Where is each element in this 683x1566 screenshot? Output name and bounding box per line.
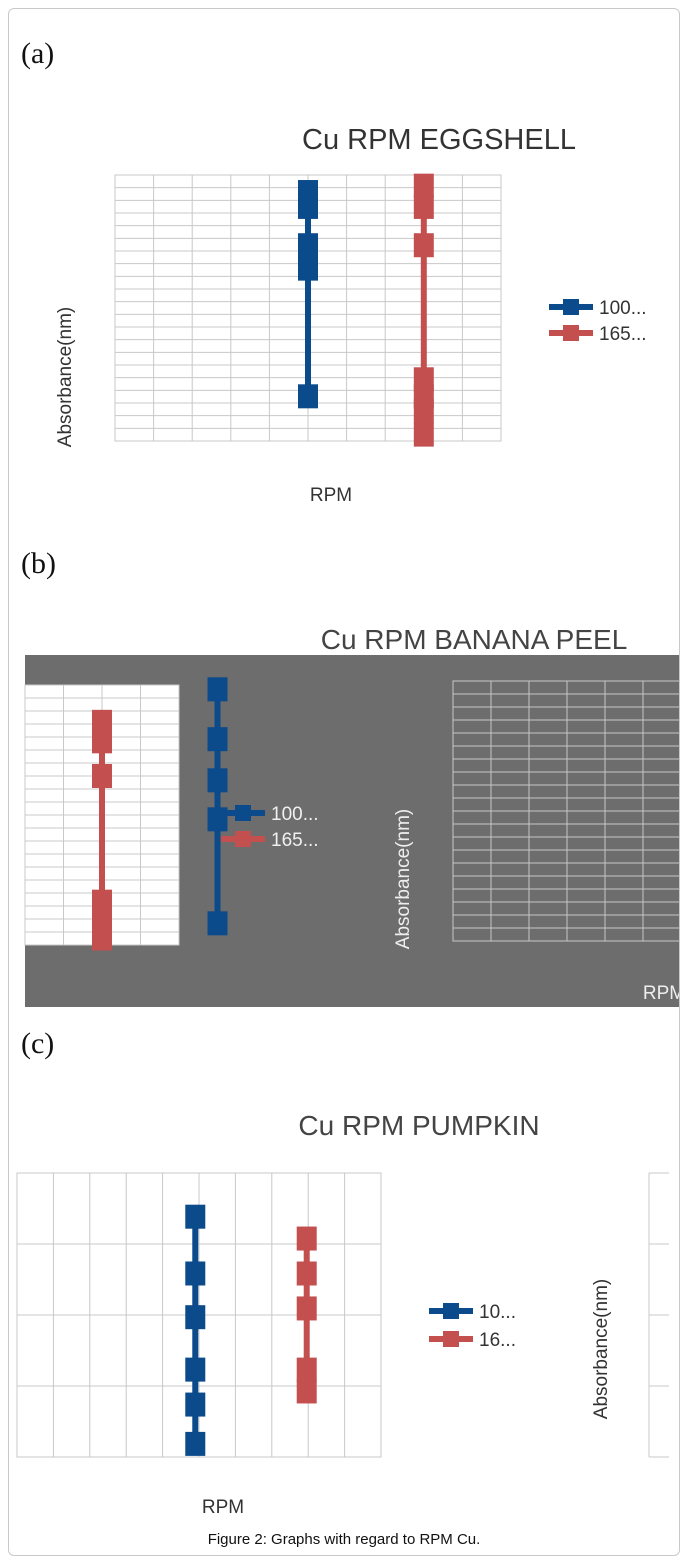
legend-label: 100... <box>599 298 647 319</box>
y-axis-label: Absorbance(nm) <box>55 307 76 447</box>
legend-label: 10... <box>479 1302 516 1323</box>
panel-label-c: (c) <box>21 1027 55 1060</box>
data-point <box>413 233 434 258</box>
data-point <box>92 889 112 914</box>
data-point <box>298 256 318 281</box>
chart-title: Cu RPM BANANA PEEL <box>321 624 628 655</box>
data-point <box>207 727 228 752</box>
panel-c: (c) Cu RPM PUMPKIN RPM Absorbance(nm) 10… <box>9 1009 679 1529</box>
x-axis-label: RPM <box>643 983 680 1004</box>
data-point <box>207 911 228 936</box>
data-point <box>185 1305 206 1330</box>
panel-b: (b) Cu RPM BANANA PEEL RPM Absorbance(nm… <box>9 529 679 1009</box>
y-axis-label: Absorbance(nm) <box>591 1279 612 1419</box>
y-axis-label: Absorbance(nm) <box>393 809 414 949</box>
legend-marker <box>443 1331 459 1347</box>
data-point <box>185 1204 206 1229</box>
data-point <box>298 180 318 205</box>
legend-marker <box>235 805 251 821</box>
data-point <box>298 384 318 409</box>
legend-label: 16... <box>479 1330 516 1351</box>
data-point <box>298 233 318 258</box>
chart-banana-peel: Cu RPM BANANA PEEL RPM Absorbance(nm) 10… <box>24 624 680 1007</box>
figure-caption: Figure 2: Graphs with regard to RPM Cu. <box>207 1531 481 1548</box>
chart-title: Cu RPM EGGSHELL <box>302 124 576 156</box>
panel-a: (a) Cu RPM EGGSHELL RPM Absorbance(nm) 1… <box>9 9 679 529</box>
legend-label: 100... <box>271 804 319 825</box>
data-point <box>92 764 112 788</box>
data-point <box>296 1379 317 1404</box>
data-point <box>413 194 434 219</box>
x-axis-label: RPM <box>202 1497 244 1518</box>
data-point <box>296 1261 317 1286</box>
legend-label: 165... <box>599 324 647 345</box>
legend-label: 165... <box>271 830 319 851</box>
data-point <box>207 768 228 793</box>
figure-frame: (a) Cu RPM EGGSHELL RPM Absorbance(nm) 1… <box>8 8 680 1556</box>
legend-marker <box>443 1303 459 1319</box>
panel-label-b: (b) <box>21 547 56 580</box>
data-point <box>296 1357 317 1382</box>
chart-pumpkin: Cu RPM PUMPKIN RPM Absorbance(nm) 10... 1… <box>16 1110 669 1518</box>
x-axis-label: RPM <box>310 485 352 506</box>
data-point <box>296 1296 317 1321</box>
data-point <box>413 173 434 198</box>
data-point <box>296 1226 317 1251</box>
data-point <box>185 1261 206 1286</box>
chart-eggshell: Cu RPM EGGSHELL RPM Absorbance(nm) 100..… <box>55 124 647 506</box>
data-point <box>207 677 228 702</box>
legend-marker <box>235 831 251 847</box>
data-point <box>92 729 112 754</box>
data-point <box>185 1431 206 1456</box>
data-point <box>92 926 112 951</box>
panel-label-a: (a) <box>21 37 55 70</box>
data-point <box>413 367 434 392</box>
chart-title: Cu RPM PUMPKIN <box>298 1110 539 1141</box>
data-point <box>413 422 434 447</box>
legend-marker <box>563 325 579 341</box>
legend-marker <box>563 299 579 315</box>
data-point <box>185 1392 206 1417</box>
data-point <box>185 1357 206 1382</box>
data-point <box>92 709 112 734</box>
